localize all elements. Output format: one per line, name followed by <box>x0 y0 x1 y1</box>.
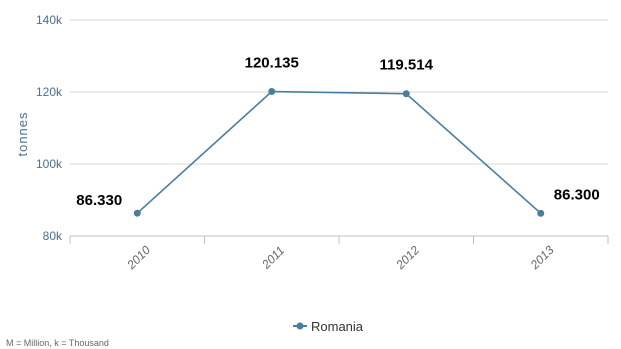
y-tick-label: 100k <box>36 157 63 171</box>
legend-marker <box>296 322 304 330</box>
data-point[interactable] <box>537 209 545 217</box>
series-romania <box>133 88 545 217</box>
legend[interactable]: Romania <box>293 319 364 334</box>
y-tick-label: 140k <box>36 13 63 27</box>
data-label: 120.135 <box>245 55 299 72</box>
data-point[interactable] <box>268 88 276 96</box>
data-label: 119.514 <box>380 57 434 74</box>
legend-label-romania: Romania <box>311 319 364 334</box>
footnote: M = Million, k = Thousand <box>6 338 109 348</box>
data-labels: 86.330 120.135 119.514 86.300 <box>76 55 599 210</box>
data-point[interactable] <box>402 90 410 98</box>
x-tick-label: 2010 <box>124 243 154 273</box>
gridlines <box>70 19 608 237</box>
y-tick-label: 120k <box>36 85 63 99</box>
y-axis-ticks: 80k 100k 120k 140k <box>36 13 63 243</box>
data-point[interactable] <box>133 209 141 217</box>
y-tick-label: 80k <box>43 229 63 243</box>
y-axis-label: tonnes <box>15 111 30 156</box>
x-tick-label: 2012 <box>393 243 423 273</box>
series-line <box>136 90 542 214</box>
x-tick-label: 2013 <box>527 243 557 273</box>
x-tick-label: 2011 <box>258 243 287 272</box>
data-label: 86.330 <box>76 192 122 209</box>
x-axis: 2010 2011 2012 2013 <box>69 235 609 273</box>
data-label: 86.300 <box>554 186 600 203</box>
